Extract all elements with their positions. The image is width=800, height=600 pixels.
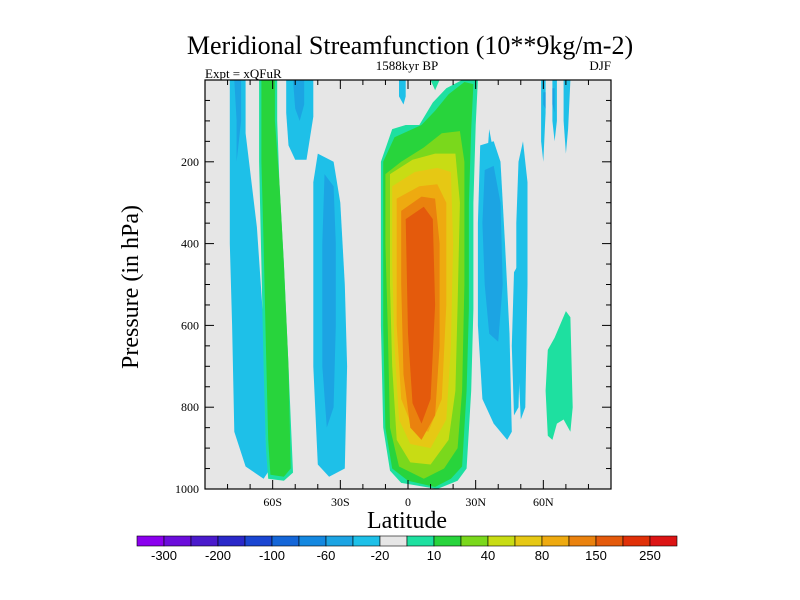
contour-region-hadley-cell-core xyxy=(405,206,436,424)
colorbar: -300 -200 -100 -60 -20 10 40 80 150 250 xyxy=(136,535,678,563)
colorbar-bin xyxy=(514,535,543,547)
colorbar-label: 250 xyxy=(639,548,661,563)
colorbar-bin xyxy=(325,535,354,547)
y-tick-label: 600 xyxy=(181,318,199,332)
colorbar-bin xyxy=(379,535,408,547)
y-tick-label: 400 xyxy=(181,237,199,251)
contour-region-nh-polar-top-blue xyxy=(552,88,555,113)
contour-region-nh-ferrel-inner xyxy=(482,165,503,342)
colorbar-bin xyxy=(595,535,624,547)
x-tick-label: 30S xyxy=(331,495,350,509)
colorbar-bin xyxy=(352,535,381,547)
x-tick-label: 60S xyxy=(263,495,282,509)
contour-region-nh-polar-green xyxy=(545,311,573,440)
colorbar-bin xyxy=(163,535,192,547)
contour-region-nh-top-green-patch xyxy=(430,80,440,91)
experiment-label: Expt = xQFuR xyxy=(205,66,282,81)
colorbar-bin xyxy=(433,535,462,547)
colorbar-bin xyxy=(649,535,678,547)
colorbar-bin xyxy=(406,535,435,547)
x-tick-label: 60N xyxy=(533,495,554,509)
colorbar-bin xyxy=(487,535,516,547)
contour-region-nh-tall-patch xyxy=(516,141,528,420)
colorbar-label: 150 xyxy=(585,548,607,563)
contour-region-sh-upper-blue-band xyxy=(293,80,305,121)
contour-region-nh-upper-right-blue xyxy=(543,92,546,109)
chart-title: Meridional Streamfunction (10**9kg/m-2) xyxy=(187,31,633,60)
colorbar-label: -20 xyxy=(371,548,390,563)
y-axis-label: Pressure (in hPa) xyxy=(118,205,144,369)
colorbar-label: -200 xyxy=(205,548,231,563)
contour-region-sh-hadley-adjacent-inner xyxy=(322,174,336,428)
contour-region-sh-ferrel-cell xyxy=(261,80,291,477)
y-tick-label: 200 xyxy=(181,155,199,169)
x-axis-label: Latitude xyxy=(367,508,447,534)
colorbar-label: 10 xyxy=(427,548,441,563)
colorbar-label: -100 xyxy=(259,548,285,563)
y-tick-label: 1000 xyxy=(175,482,199,496)
plot-frame xyxy=(204,79,612,490)
contour-region-nh-top-cyan-patch xyxy=(399,80,406,105)
contour-region-nh-polar-top-cyan-3 xyxy=(563,80,571,154)
y-tick-label: 800 xyxy=(181,400,199,414)
colorbar-bin xyxy=(298,535,327,547)
contour-regions xyxy=(229,80,573,489)
x-tick-label: 30N xyxy=(465,495,486,509)
contour-region-sh-polar-cell-inner xyxy=(234,80,242,162)
colorbar-bin xyxy=(136,535,165,547)
axis-ticks: 60S 30S 0 30N 60N 200 400 600 800 1000 xyxy=(175,80,611,509)
colorbar-label: 80 xyxy=(535,548,549,563)
colorbar-label: 40 xyxy=(481,548,495,563)
colorbar-label: -300 xyxy=(151,548,177,563)
colorbar-bin xyxy=(190,535,219,547)
contour-region-sh-polar-cell-outer xyxy=(229,80,271,479)
x-tick-label: 0 xyxy=(405,495,411,509)
colorbar-bin xyxy=(244,535,273,547)
colorbar-bin xyxy=(460,535,489,547)
colorbar-bin xyxy=(622,535,651,547)
colorbar-bin xyxy=(568,535,597,547)
colorbar-bin xyxy=(271,535,300,547)
time-label: 1588kyr BP xyxy=(376,58,438,73)
colorbar-label: -60 xyxy=(317,548,336,563)
season-label: DJF xyxy=(589,58,611,73)
colorbar-bin xyxy=(541,535,570,547)
colorbar-bin xyxy=(217,535,246,547)
